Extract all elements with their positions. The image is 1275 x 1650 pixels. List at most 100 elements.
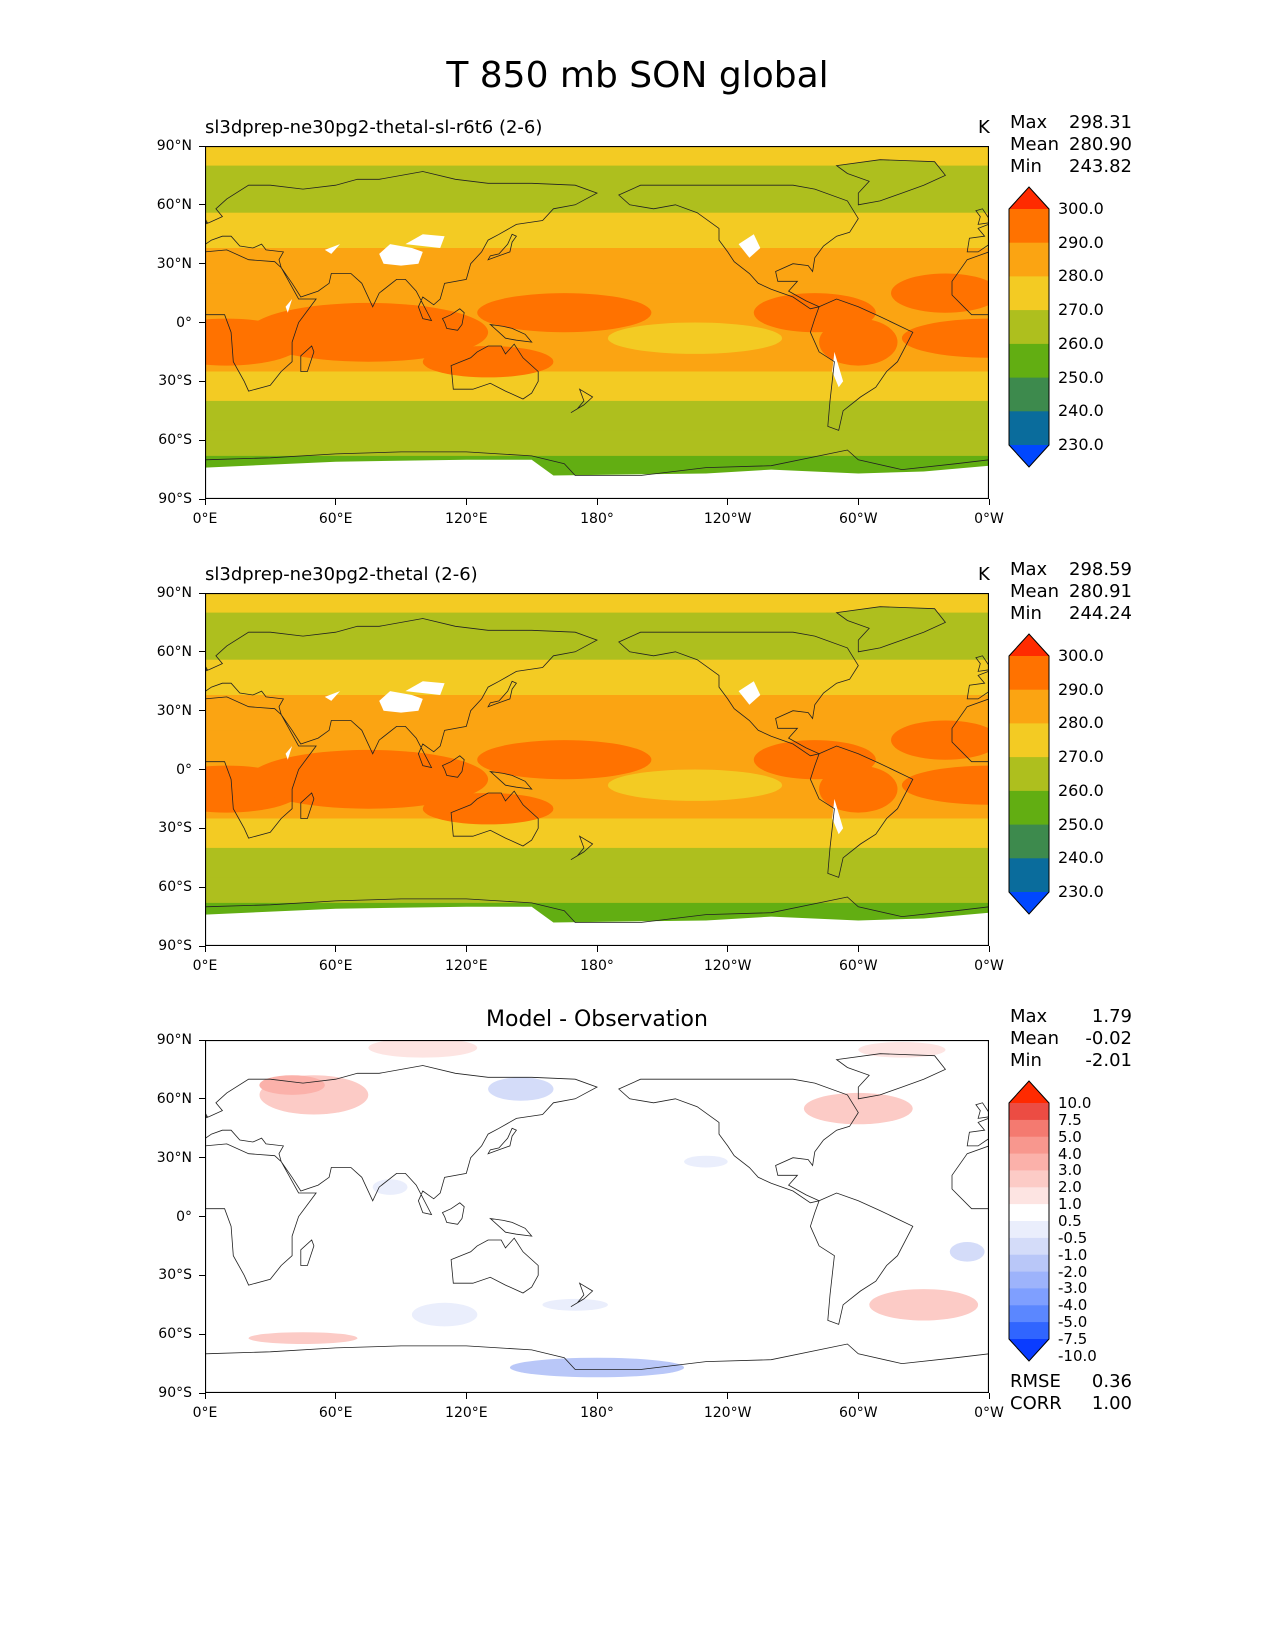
y-tick-mark [199, 710, 205, 712]
stats-block: Max 1.79 Mean -0.02 Min -2.01 [1010, 1006, 1132, 1072]
y-tick-mark [199, 945, 205, 947]
colorbar [1008, 633, 1050, 915]
y-tick-mark [199, 1039, 205, 1041]
x-tick-mark [988, 1393, 990, 1399]
panel-title: sl3dprep-ne30pg2-thetal-sl-r6t6 (2-6) [205, 117, 543, 138]
stat-row: Max 1.79 [1010, 1006, 1132, 1028]
colorbar [1008, 186, 1050, 468]
y-tick-label: 60°N [156, 1090, 192, 1107]
x-tick-label: 60°W [838, 511, 878, 527]
x-tick-label: 180° [580, 958, 614, 974]
panel-title: sl3dprep-ne30pg2-thetal (2-6) [205, 564, 478, 585]
stat-value: 298.31 [1069, 112, 1132, 133]
y-tick-mark [199, 322, 205, 323]
stat-name: Mean [1010, 1028, 1060, 1049]
colorbar-label: 300.0 [1058, 646, 1104, 665]
colorbar-label: 2.0 [1058, 1178, 1082, 1197]
y-tick-mark [199, 145, 205, 147]
y-tick-mark [199, 1098, 205, 1100]
stats-block: Max 298.31 Mean 280.90 Min 243.82 [1010, 112, 1132, 178]
y-tick-mark [199, 380, 205, 382]
y-tick-mark [199, 769, 205, 770]
x-tick-label: 120°E [445, 958, 488, 974]
y-tick-label: 30°S [158, 373, 192, 390]
colorbar-label: -1.0 [1058, 1245, 1088, 1264]
metric-value: 0.36 [1091, 1371, 1132, 1392]
x-tick-mark [727, 1393, 729, 1399]
y-tick-mark [199, 651, 205, 653]
y-tick-mark [199, 1392, 205, 1394]
metric-row: RMSE 0.36 [1010, 1371, 1132, 1393]
y-tick-mark [199, 439, 205, 441]
colorbar-label: 4.0 [1058, 1144, 1082, 1163]
y-tick-label: 30°N [156, 702, 192, 719]
stat-name: Max [1010, 1006, 1048, 1027]
x-tick-label: 180° [580, 511, 614, 527]
stat-row: Mean -0.02 [1010, 1028, 1132, 1050]
map-plot [205, 593, 989, 946]
y-tick-label: 30°N [156, 1149, 192, 1166]
y-tick-label: 30°S [158, 820, 192, 837]
x-tick-label: 180° [580, 1405, 614, 1421]
x-tick-label: 0°W [974, 1405, 1004, 1421]
y-tick-label: 60°S [158, 1326, 192, 1343]
y-tick-label: 30°S [158, 1267, 192, 1284]
y-tick-label: 30°N [156, 255, 192, 272]
colorbar-label: 230.0 [1058, 882, 1104, 901]
colorbar-label: 290.0 [1058, 679, 1104, 699]
x-tick-mark [335, 1393, 337, 1399]
stat-row: Mean 280.91 [1010, 581, 1132, 603]
y-tick-label: 0° [176, 761, 192, 778]
x-tick-label: 0°E [192, 1405, 218, 1421]
stat-row: Min 243.82 [1010, 156, 1132, 178]
stats-block: Max 298.59 Mean 280.91 Min 244.24 [1010, 559, 1132, 625]
colorbar-label: -7.5 [1058, 1330, 1088, 1348]
x-tick-mark [727, 946, 729, 952]
x-tick-label: 0°E [192, 958, 218, 974]
x-tick-mark [204, 499, 206, 505]
x-tick-label: 120°W [703, 1405, 752, 1421]
colorbar-label: 240.0 [1058, 401, 1104, 421]
stat-row: Max 298.31 [1010, 112, 1132, 134]
y-tick-mark [199, 1157, 205, 1159]
x-tick-mark [988, 946, 990, 952]
x-tick-mark [596, 499, 598, 505]
colorbar-label: 260.0 [1058, 780, 1104, 800]
x-tick-mark [596, 1393, 598, 1399]
stat-value: 243.82 [1069, 156, 1132, 177]
colorbar-label: -0.5 [1058, 1228, 1088, 1247]
y-tick-label: 60°S [158, 879, 192, 896]
metric-name: RMSE [1010, 1371, 1061, 1392]
map-plot [205, 1040, 989, 1393]
stat-value: 244.24 [1069, 603, 1132, 624]
coastlines [205, 606, 989, 946]
colorbar-label: -2.0 [1058, 1262, 1088, 1281]
stat-name: Mean [1010, 134, 1060, 155]
stat-value: 280.91 [1069, 581, 1132, 602]
x-tick-label: 0°W [974, 511, 1004, 527]
colorbar-label: 1.0 [1058, 1195, 1082, 1214]
x-tick-mark [465, 946, 467, 952]
y-tick-label: 90°N [156, 1032, 192, 1048]
y-tick-mark [199, 1333, 205, 1335]
y-tick-mark [199, 1274, 205, 1276]
x-tick-label: 120°W [703, 958, 752, 974]
colorbar-label: -4.0 [1058, 1296, 1088, 1315]
stat-name: Min [1010, 603, 1042, 624]
stat-row: Min -2.01 [1010, 1050, 1132, 1072]
x-tick-label: 120°W [703, 511, 752, 527]
y-tick-label: 60°S [158, 432, 192, 449]
colorbar-label: 7.5 [1058, 1110, 1082, 1129]
x-tick-label: 0°W [974, 958, 1004, 974]
y-tick-label: 90°S [158, 938, 192, 954]
x-tick-mark [204, 946, 206, 952]
y-tick-label: 0° [176, 1208, 192, 1225]
map-plot [205, 146, 989, 499]
x-tick-mark [465, 1393, 467, 1399]
x-tick-label: 0°E [192, 511, 218, 527]
metrics-block: RMSE 0.36 CORR 1.00 [1010, 1371, 1132, 1415]
x-tick-mark [204, 1393, 206, 1399]
stat-name: Mean [1010, 581, 1060, 602]
colorbar [1008, 1080, 1050, 1362]
